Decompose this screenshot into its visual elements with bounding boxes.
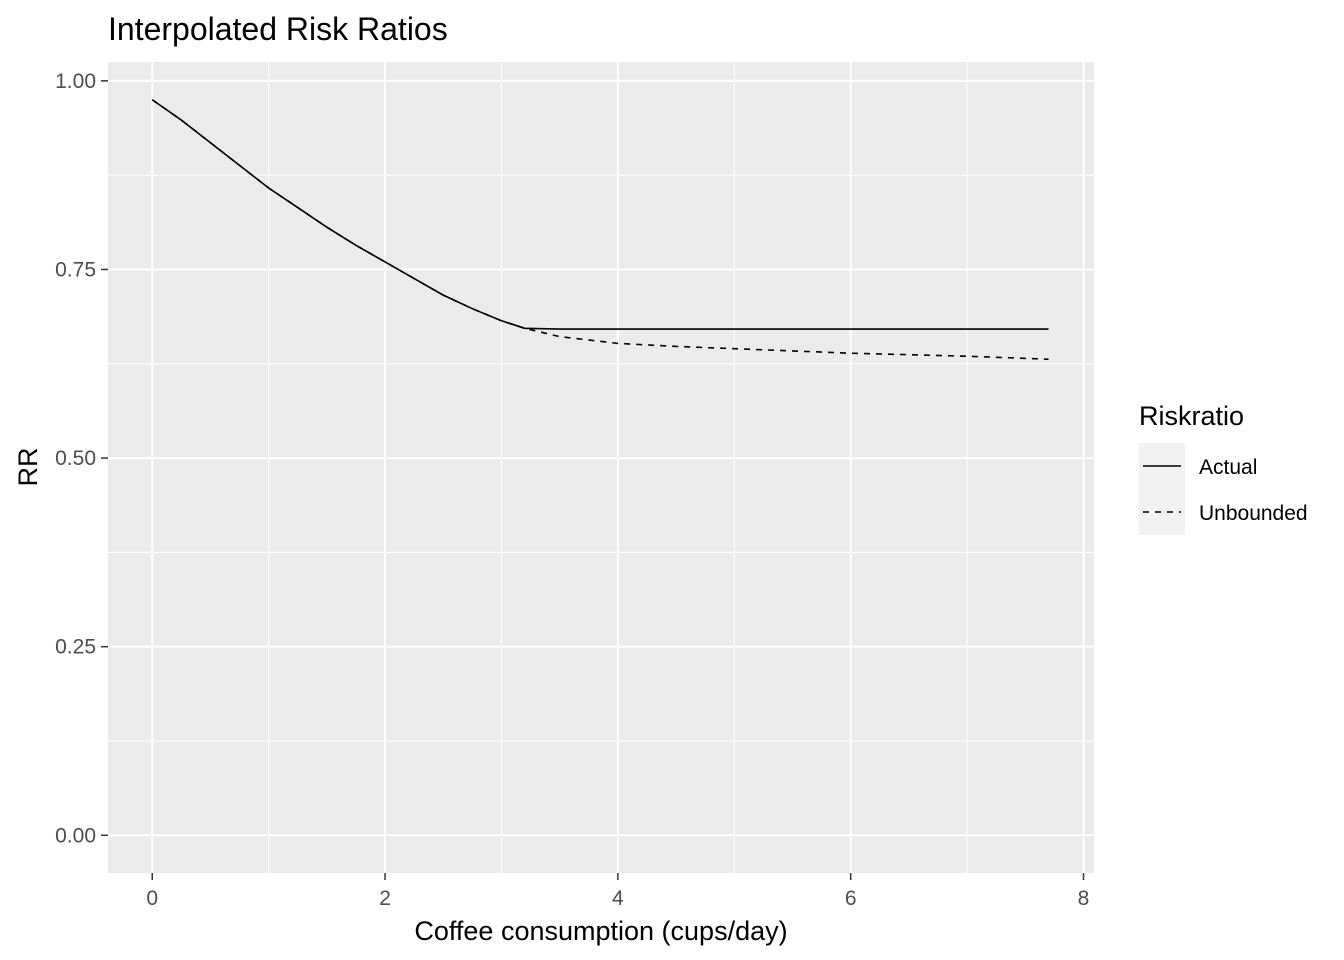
x-tick-label: 0 <box>146 887 158 910</box>
grid-major <box>108 62 1094 873</box>
y-tick-label: 0.75 <box>55 258 96 281</box>
plot-panel <box>108 62 1094 873</box>
grid-minor <box>108 62 1094 873</box>
legend: Riskratio Actual Unbounded <box>1139 401 1308 535</box>
chart-title: Interpolated Risk Ratios <box>108 11 448 47</box>
x-tick-label: 4 <box>612 887 624 910</box>
y-tick-label: 0.25 <box>55 636 96 659</box>
x-axis: 0 2 4 6 8 <box>146 873 1089 910</box>
y-tick-label: 1.00 <box>55 70 96 93</box>
series-line-unbounded <box>151 99 1049 361</box>
series-layer <box>151 99 1049 361</box>
y-tick-label: 0.00 <box>55 824 96 847</box>
y-tick-label: 0.50 <box>55 447 96 470</box>
x-axis-title: Coffee consumption (cups/day) <box>414 916 787 946</box>
y-axis: 0.00 0.25 0.50 0.75 1.00 <box>55 70 108 847</box>
x-tick-label: 8 <box>1078 887 1090 910</box>
x-tick-label: 2 <box>379 887 391 910</box>
legend-title: Riskratio <box>1139 401 1244 431</box>
y-axis-title: RR <box>13 448 43 487</box>
legend-label-unbounded: Unbounded <box>1199 502 1308 525</box>
x-tick-label: 6 <box>845 887 857 910</box>
series-line-actual <box>151 99 1049 330</box>
legend-label-actual: Actual <box>1199 456 1257 479</box>
